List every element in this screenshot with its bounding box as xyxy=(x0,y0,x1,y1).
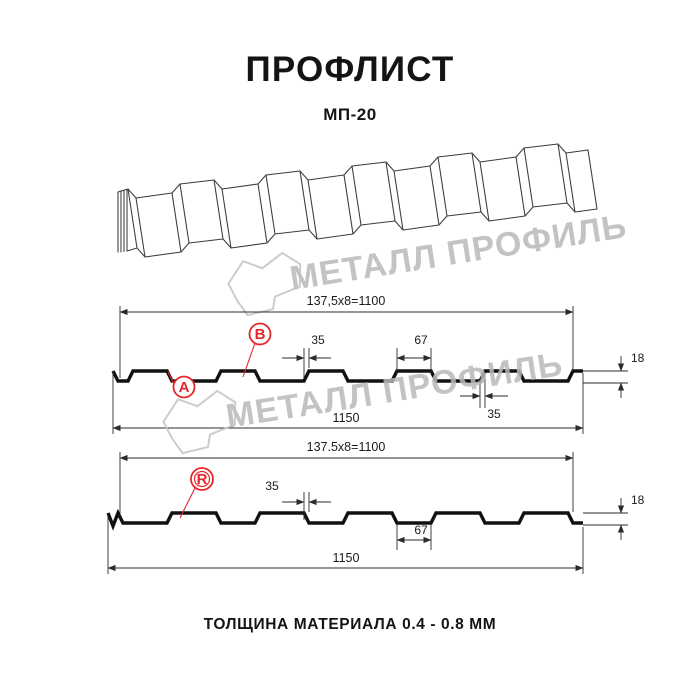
watermark-lower-text: МЕТАЛЛ ПРОФИЛЬ xyxy=(223,345,565,436)
profile-outline-top xyxy=(111,369,583,383)
dim-rib-top-lower xyxy=(460,375,508,408)
watermark-lower: МЕТАЛЛ ПРОФИЛЬ xyxy=(162,345,566,455)
isometric-profile-view xyxy=(117,143,598,258)
marker-r: R xyxy=(179,467,214,519)
profile-outline-bottom xyxy=(106,508,583,531)
dim-rib-top-upper xyxy=(282,348,331,378)
marker-a: A xyxy=(167,371,196,399)
section-bottom: 137.5x8=1100 35 67 xyxy=(106,440,645,574)
marker-b-label: B xyxy=(255,326,266,343)
marker-r-label: R xyxy=(197,471,208,488)
dim-total-width-bottom xyxy=(107,515,584,574)
dim-rib-top-upper-label: 35 xyxy=(311,333,325,347)
dim-valley-top xyxy=(396,348,432,374)
dim-total-width-top xyxy=(112,373,584,434)
page-title: ПРОФЛИСТ xyxy=(245,50,455,89)
material-thickness-label: ТОЛЩИНА МАТЕРИАЛА 0.4 - 0.8 ММ xyxy=(203,616,497,633)
dim-valley-bottom-label: 67 xyxy=(414,523,428,537)
dim-rib-bottom-label: 35 xyxy=(265,479,279,493)
dim-valley-top-label: 67 xyxy=(414,333,428,347)
dim-rib-top-lower-label: 35 xyxy=(487,407,501,421)
dim-height-top xyxy=(583,356,628,398)
marker-a-label: A xyxy=(179,379,190,396)
dim-overall-pitch-top xyxy=(119,306,574,378)
dim-overall-pitch-bottom xyxy=(119,452,574,516)
page-footer: ТОЛЩИНА МАТЕРИАЛА 0.4 - 0.8 ММ xyxy=(0,616,700,634)
page-header: ПРОФЛИСТ МП-20 xyxy=(0,50,700,125)
marker-b: B xyxy=(242,322,272,378)
watermark-upper-text: МЕТАЛЛ ПРОФИЛЬ xyxy=(287,207,629,298)
dim-overall-pitch-top-label: 137,5x8=1100 xyxy=(307,294,386,308)
dim-total-width-bottom-label: 1150 xyxy=(333,551,360,565)
section-top: 137,5x8=1100 35 67 xyxy=(111,294,645,434)
dim-height-top-label: 18 xyxy=(631,351,645,365)
dim-height-bottom-label: 18 xyxy=(631,493,645,507)
watermark-upper: МЕТАЛЛ ПРОФИЛЬ xyxy=(227,207,630,317)
dim-valley-bottom xyxy=(396,524,432,550)
page-subtitle: МП-20 xyxy=(323,104,377,124)
dim-rib-bottom xyxy=(282,492,331,520)
dim-height-bottom xyxy=(583,498,628,540)
dim-total-width-top-label: 1150 xyxy=(333,411,360,425)
dim-overall-pitch-bottom-label: 137.5x8=1100 xyxy=(307,440,386,454)
